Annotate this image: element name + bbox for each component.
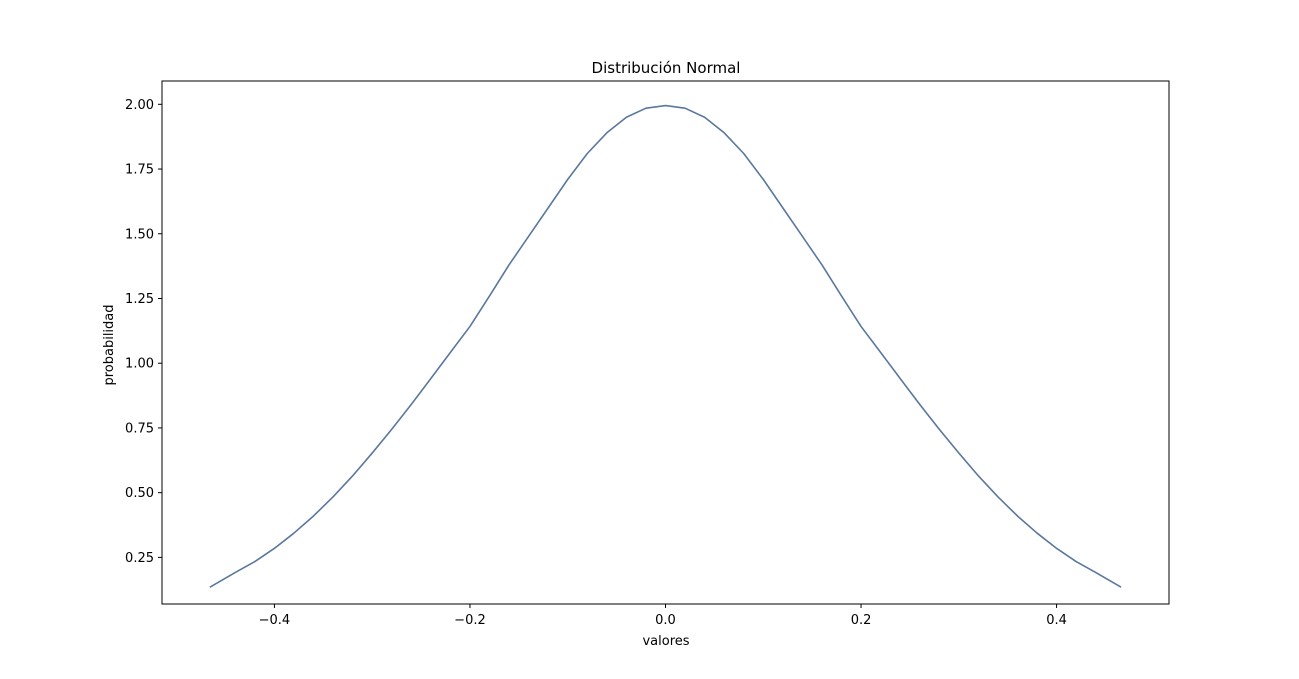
y-tick-label: 0.50 bbox=[125, 486, 154, 501]
y-axis-label: probabilidad bbox=[102, 304, 117, 385]
chart-title: Distribución Normal bbox=[592, 59, 741, 77]
y-tick-label: 0.75 bbox=[125, 421, 154, 436]
x-tick-label: 0.2 bbox=[851, 613, 872, 628]
y-tick-label: 2.00 bbox=[125, 98, 154, 113]
x-tick-label: −0.2 bbox=[454, 613, 486, 628]
x-tick-label: 0.4 bbox=[1046, 613, 1067, 628]
x-tick-label: 0.0 bbox=[655, 613, 676, 628]
y-tick-label: 1.75 bbox=[125, 163, 154, 178]
series-line bbox=[209, 104, 1122, 588]
x-axis-label: valores bbox=[642, 634, 689, 649]
y-tick-label: 0.25 bbox=[125, 551, 154, 566]
x-axis-ticks: −0.4 −0.2 0.0 0.2 0.4 bbox=[259, 604, 1067, 628]
y-tick-label: 1.50 bbox=[125, 227, 154, 242]
y-axis-ticks: 0.25 0.50 0.75 1.00 1.25 1.50 1.75 2.00 bbox=[125, 98, 162, 566]
y-tick-label: 1.25 bbox=[125, 292, 154, 307]
x-tick-label: −0.4 bbox=[259, 613, 291, 628]
y-tick-label: 1.00 bbox=[125, 357, 154, 372]
